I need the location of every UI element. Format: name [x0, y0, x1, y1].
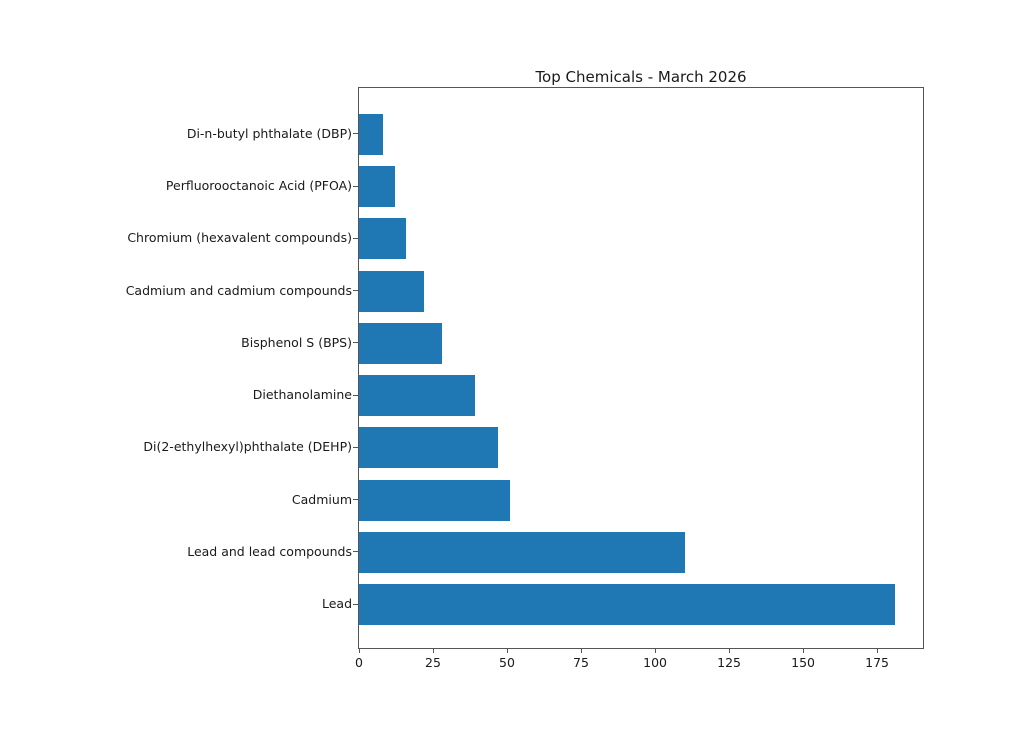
bar	[359, 427, 499, 469]
y-tick-label: Cadmium	[291, 491, 352, 507]
chart-title: Top Chemicals - March 2026	[535, 68, 747, 86]
x-tick-mark	[655, 648, 657, 653]
y-tick-mark	[353, 551, 358, 553]
y-tick-label: Cadmium and cadmium compounds	[125, 282, 352, 298]
x-tick-label: 25	[425, 655, 441, 670]
x-tick-mark	[507, 648, 508, 653]
bar	[359, 584, 895, 626]
bar	[359, 375, 475, 417]
y-tick-mark	[353, 342, 358, 344]
y-tick-label: Perfluorooctanoic Acid (PFOA)	[165, 178, 352, 194]
x-tick-label: 100	[643, 655, 668, 670]
y-tick-mark	[353, 290, 358, 292]
bar	[359, 479, 510, 521]
y-tick-mark	[353, 237, 358, 239]
x-tick-label: 75	[573, 655, 589, 670]
y-tick-mark	[353, 603, 358, 605]
y-tick-label: Lead and lead compounds	[187, 543, 352, 559]
bar	[359, 531, 685, 573]
x-tick-mark	[803, 648, 805, 653]
x-tick-label: 150	[791, 655, 816, 670]
x-tick-mark	[877, 648, 879, 653]
bar	[359, 322, 442, 364]
bar	[359, 218, 407, 260]
x-tick-label: 0	[355, 655, 363, 670]
y-tick-label: Diethanolamine	[252, 387, 352, 403]
x-tick-mark	[581, 648, 582, 653]
plot-area	[358, 87, 924, 649]
y-tick-mark	[353, 185, 358, 187]
x-tick-mark	[433, 648, 434, 653]
y-tick-label: Lead	[321, 596, 352, 612]
x-tick-mark	[359, 648, 360, 653]
x-tick-label: 175	[865, 655, 890, 670]
y-tick-mark	[353, 394, 358, 396]
y-tick-label: Chromium (hexavalent compounds)	[127, 230, 352, 246]
bar	[359, 270, 425, 312]
y-tick-label: Di(2-ethylhexyl)phthalate (DEHP)	[143, 439, 352, 455]
bar	[359, 113, 383, 155]
y-tick-mark	[353, 499, 358, 501]
y-tick-label: Di-n-butyl phthalate (DBP)	[186, 125, 352, 141]
x-tick-label: 50	[499, 655, 515, 670]
x-tick-label: 125	[717, 655, 742, 670]
x-tick-mark	[729, 648, 731, 653]
bar	[359, 166, 395, 208]
y-tick-mark	[353, 133, 358, 135]
y-tick-mark	[353, 446, 358, 448]
y-tick-label: Bisphenol S (BPS)	[241, 334, 352, 350]
